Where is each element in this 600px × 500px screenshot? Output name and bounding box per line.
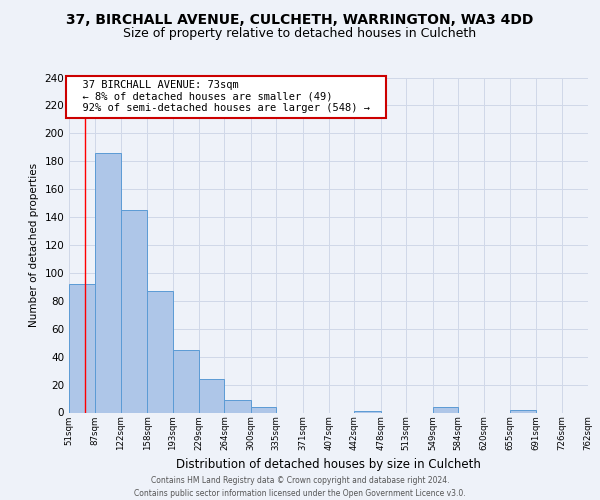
Bar — [433, 407, 458, 412]
Bar — [95, 153, 121, 412]
Bar — [251, 407, 277, 412]
Y-axis label: Number of detached properties: Number of detached properties — [29, 163, 39, 327]
X-axis label: Distribution of detached houses by size in Culcheth: Distribution of detached houses by size … — [176, 458, 481, 471]
Bar — [510, 410, 536, 412]
Text: 37, BIRCHALL AVENUE, CULCHETH, WARRINGTON, WA3 4DD: 37, BIRCHALL AVENUE, CULCHETH, WARRINGTO… — [67, 12, 533, 26]
Bar — [147, 291, 173, 412]
Bar — [199, 379, 224, 412]
Bar — [224, 400, 251, 412]
Bar — [355, 411, 380, 412]
Bar — [121, 210, 147, 412]
Bar — [173, 350, 199, 412]
Text: Size of property relative to detached houses in Culcheth: Size of property relative to detached ho… — [124, 28, 476, 40]
Text: Contains HM Land Registry data © Crown copyright and database right 2024.
Contai: Contains HM Land Registry data © Crown c… — [134, 476, 466, 498]
Bar — [69, 284, 95, 412]
Text: 37 BIRCHALL AVENUE: 73sqm
  ← 8% of detached houses are smaller (49)
  92% of se: 37 BIRCHALL AVENUE: 73sqm ← 8% of detach… — [70, 80, 382, 114]
